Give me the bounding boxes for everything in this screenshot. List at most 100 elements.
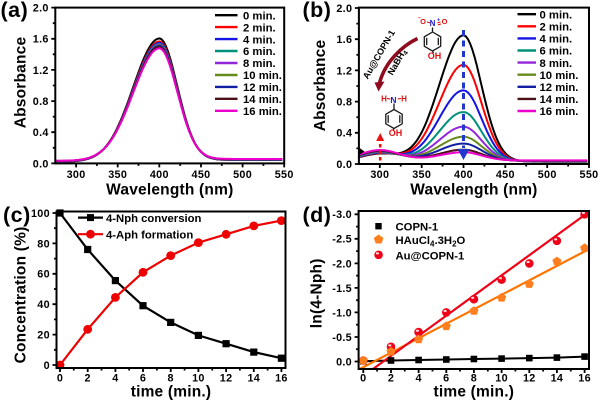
svg-text:12 min.: 12 min. (243, 82, 282, 94)
svg-text:-2.5: -2.5 (332, 234, 352, 246)
svg-text:0: 0 (44, 360, 50, 372)
svg-text:0.0: 0.0 (336, 159, 352, 171)
svg-text:O: O (442, 17, 448, 26)
svg-text:6: 6 (443, 373, 449, 385)
svg-text:20: 20 (37, 330, 50, 342)
svg-text:H: H (381, 95, 387, 104)
svg-text:6 min.: 6 min. (540, 46, 573, 58)
svg-text:500: 500 (538, 169, 557, 181)
svg-text:1.6: 1.6 (336, 34, 352, 46)
svg-text:+: + (437, 18, 440, 24)
svg-text:4: 4 (112, 373, 118, 385)
svg-text:N: N (430, 19, 436, 28)
svg-text:OH: OH (389, 128, 403, 138)
svg-text:14 min.: 14 min. (540, 94, 579, 106)
svg-text:4 min.: 4 min. (540, 34, 573, 46)
svg-text:16: 16 (275, 373, 288, 385)
svg-text:6 min.: 6 min. (243, 46, 276, 58)
svg-text:0: 0 (360, 373, 366, 385)
svg-text:Au@COPN-1: Au@COPN-1 (396, 250, 465, 262)
svg-text:2 min.: 2 min. (243, 22, 276, 34)
svg-text:500: 500 (233, 169, 252, 181)
svg-text:(b): (b) (303, 0, 332, 22)
svg-text:8: 8 (168, 373, 174, 385)
svg-text:6: 6 (140, 373, 146, 385)
svg-text:0.0: 0.0 (336, 356, 352, 368)
svg-text:2: 2 (388, 373, 394, 385)
svg-text:2 min.: 2 min. (540, 22, 573, 34)
svg-text:550: 550 (275, 169, 294, 181)
svg-text:10 min.: 10 min. (540, 70, 579, 82)
svg-text:12 min.: 12 min. (540, 82, 579, 94)
svg-text:4: 4 (415, 373, 421, 385)
svg-text:-1.0: -1.0 (332, 307, 352, 319)
svg-text:14 min.: 14 min. (243, 94, 282, 106)
svg-text:Absorbance: Absorbance (12, 37, 29, 129)
svg-text:Absorbance: Absorbance (312, 40, 329, 132)
svg-text:0 min.: 0 min. (243, 10, 276, 22)
svg-text:(d): (d) (303, 203, 332, 227)
svg-text:2: 2 (85, 373, 91, 385)
svg-text:-2.0: -2.0 (332, 258, 352, 270)
svg-text:4 min.: 4 min. (243, 34, 276, 46)
svg-text:12: 12 (523, 373, 536, 385)
svg-text:-0.5: -0.5 (332, 332, 352, 344)
svg-text:10: 10 (192, 373, 205, 385)
svg-text:350: 350 (412, 169, 431, 181)
svg-text:0 min.: 0 min. (540, 9, 573, 21)
svg-text:16 min.: 16 min. (540, 106, 579, 118)
svg-text:400: 400 (150, 169, 169, 181)
svg-text:450: 450 (496, 169, 515, 181)
svg-text:HAuCl4.3H2O: HAuCl4.3H2O (396, 235, 466, 249)
svg-text:COPN-1: COPN-1 (396, 222, 439, 234)
svg-text:8 min.: 8 min. (243, 58, 276, 70)
svg-text:0.4: 0.4 (33, 127, 49, 139)
svg-text:4-Nph conversion: 4-Nph conversion (106, 213, 202, 225)
svg-text:8 min.: 8 min. (540, 58, 573, 70)
svg-text:0.4: 0.4 (336, 128, 352, 140)
svg-text:0.0: 0.0 (33, 158, 49, 170)
svg-text:550: 550 (580, 169, 599, 181)
svg-text:Concentration (%): Concentration (%) (12, 227, 29, 364)
svg-text:40: 40 (37, 299, 50, 311)
svg-text:8: 8 (471, 373, 477, 385)
svg-text:-3.0: -3.0 (332, 209, 352, 221)
svg-text:H: H (401, 95, 407, 104)
svg-text:14: 14 (247, 373, 260, 385)
svg-text:1.2: 1.2 (33, 65, 49, 77)
svg-text:OH: OH (428, 51, 442, 61)
svg-text:0.8: 0.8 (336, 97, 352, 109)
svg-text:300: 300 (67, 169, 86, 181)
svg-text:10 min.: 10 min. (243, 70, 282, 82)
svg-text:1.2: 1.2 (336, 65, 352, 77)
svg-text:12: 12 (220, 373, 233, 385)
svg-text:2.0: 2.0 (336, 3, 352, 15)
svg-text:4-Aph formation: 4-Aph formation (106, 230, 193, 242)
svg-text:0: 0 (57, 373, 63, 385)
svg-text:60: 60 (37, 269, 50, 281)
svg-text:16: 16 (578, 373, 591, 385)
svg-text:Wavelength (nm): Wavelength (nm) (410, 182, 537, 199)
svg-text:ln(4-Nph): ln(4-Nph) (309, 258, 326, 328)
svg-text:Wavelength (nm): Wavelength (nm) (106, 182, 233, 199)
svg-text:350: 350 (108, 169, 127, 181)
svg-text:450: 450 (192, 169, 211, 181)
svg-text:–: – (418, 16, 421, 22)
svg-text:14: 14 (551, 373, 564, 385)
svg-text:16 min.: 16 min. (243, 106, 282, 118)
svg-text:(a): (a) (1, 0, 29, 22)
svg-text:400: 400 (454, 169, 473, 181)
svg-text:300: 300 (370, 169, 389, 181)
svg-text:80: 80 (37, 238, 50, 250)
svg-text:1.6: 1.6 (33, 34, 49, 46)
svg-text:time (min.): time (min.) (131, 384, 212, 400)
svg-text:100: 100 (31, 208, 50, 220)
svg-text:2.0: 2.0 (33, 3, 49, 15)
svg-text:0.8: 0.8 (33, 96, 49, 108)
svg-text:O: O (420, 17, 426, 26)
svg-text:10: 10 (495, 373, 508, 385)
svg-text:-1.5: -1.5 (332, 283, 352, 295)
svg-text:(c): (c) (3, 203, 31, 227)
svg-text:time (min.): time (min.) (434, 384, 515, 400)
svg-text:N: N (390, 95, 396, 105)
